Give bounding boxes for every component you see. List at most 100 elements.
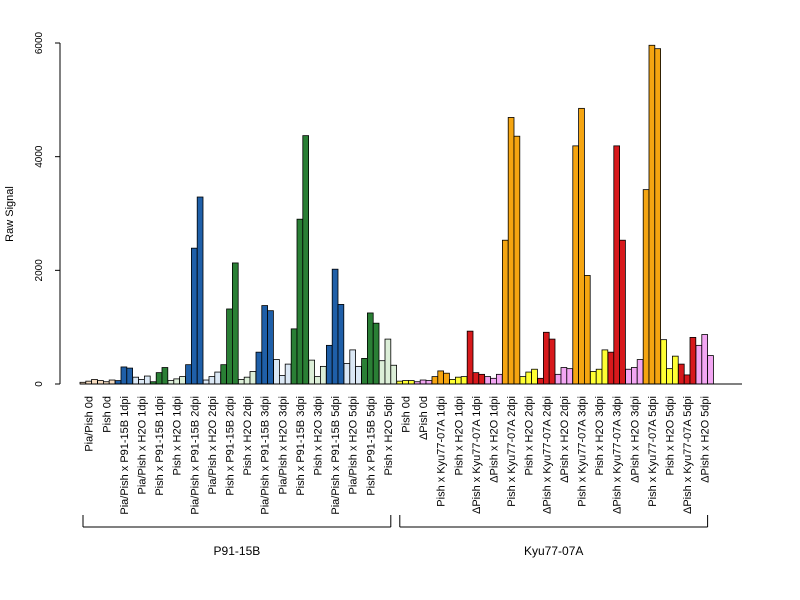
bar bbox=[173, 378, 181, 385]
bar bbox=[273, 359, 280, 385]
y-tick-label: 2000 bbox=[34, 259, 45, 282]
bar bbox=[314, 376, 321, 385]
category-label: Pish x H2O 2dpi bbox=[242, 396, 254, 475]
x-tick-labels: Pia/Pish 0d Pish 0d Pia/Pish x P91-15B 1dp… bbox=[84, 396, 712, 515]
bar bbox=[284, 363, 292, 385]
bar bbox=[278, 375, 286, 385]
bar bbox=[319, 365, 327, 385]
bar bbox=[366, 312, 374, 385]
category-label: Pish x P91-15B 1dpi bbox=[154, 396, 166, 496]
category-label: ΔPish 0d bbox=[418, 396, 430, 440]
category-label: Pia/Pish x P91-15B 2dpi bbox=[189, 396, 201, 515]
bar bbox=[495, 373, 503, 385]
category-label: ΔPish x H2O 3dpi bbox=[629, 396, 641, 483]
category-label: Pish x Kyu77-07A 3dpi bbox=[577, 396, 589, 507]
bars bbox=[79, 44, 714, 385]
bar bbox=[231, 262, 239, 385]
bar bbox=[683, 374, 691, 385]
category-label: Pish x H2O 3dpi bbox=[313, 396, 325, 475]
bar bbox=[460, 376, 468, 385]
bar bbox=[566, 368, 573, 385]
bar bbox=[220, 364, 228, 385]
category-label: ΔPish x Kyu77-07A 2dpi bbox=[541, 396, 553, 514]
bar bbox=[196, 196, 204, 385]
bar bbox=[267, 310, 274, 385]
bar bbox=[190, 247, 198, 385]
bar bbox=[337, 304, 345, 385]
bar bbox=[202, 379, 210, 385]
y-tick-label: 4000 bbox=[34, 145, 45, 168]
bar bbox=[454, 376, 462, 385]
bar bbox=[507, 117, 515, 385]
category-label: Pia/Pish x H2O 2dpi bbox=[207, 396, 219, 494]
bar bbox=[525, 371, 532, 385]
group-label: P91-15B bbox=[214, 544, 261, 558]
bar bbox=[707, 355, 714, 385]
bar bbox=[501, 239, 509, 385]
bar bbox=[689, 336, 697, 385]
bar bbox=[302, 135, 309, 385]
bar bbox=[437, 370, 444, 385]
bar bbox=[325, 344, 333, 385]
bar bbox=[261, 305, 268, 385]
bar bbox=[138, 379, 145, 385]
bar bbox=[402, 380, 409, 385]
category-label: Pish 0d bbox=[101, 396, 113, 433]
bar bbox=[519, 376, 527, 385]
category-label: Pish 0d bbox=[401, 396, 413, 433]
bar bbox=[114, 380, 122, 385]
bar bbox=[443, 372, 450, 385]
bar bbox=[255, 351, 263, 385]
bar bbox=[548, 338, 556, 385]
bar bbox=[108, 379, 116, 385]
bar bbox=[584, 275, 591, 385]
bar bbox=[590, 371, 597, 385]
bar bbox=[472, 372, 480, 385]
category-label: ΔPish x Kyu77-07A 5dpi bbox=[682, 396, 694, 514]
bar bbox=[642, 189, 650, 385]
bar bbox=[513, 135, 521, 385]
bar bbox=[237, 379, 245, 385]
category-label: Pia/Pish x P91-15B 1dpi bbox=[119, 396, 131, 515]
category-label: Pia/Pish 0d bbox=[84, 396, 96, 452]
bar bbox=[543, 331, 550, 385]
category-label: Pish x H2O 2dpi bbox=[524, 396, 536, 475]
bar bbox=[296, 218, 304, 385]
bar bbox=[601, 349, 609, 385]
y-axis: 0 2000 4000 6000 bbox=[34, 31, 61, 387]
bar bbox=[372, 322, 380, 385]
category-label: Pia/Pish x H2O 5dpi bbox=[348, 396, 360, 494]
bar bbox=[648, 44, 656, 385]
category-label: ΔPish x H2O 1dpi bbox=[489, 396, 501, 483]
bar bbox=[390, 364, 397, 385]
bar bbox=[654, 48, 661, 385]
bar bbox=[290, 328, 298, 385]
bar bbox=[425, 380, 433, 385]
category-label: Pish x Kyu77-07A 2dpi bbox=[506, 396, 518, 507]
category-label: Pish x H2O 5dpi bbox=[665, 396, 677, 475]
category-label: Pia/Pish x P91-15B 5dpi bbox=[330, 396, 342, 515]
bar bbox=[120, 366, 128, 385]
bar bbox=[355, 365, 362, 385]
bar bbox=[214, 371, 222, 385]
bar bbox=[631, 367, 638, 385]
bar bbox=[308, 359, 315, 385]
bar bbox=[97, 380, 104, 385]
category-label: Pish x P91-15B 3dpi bbox=[295, 396, 307, 496]
bar bbox=[537, 377, 544, 385]
bar bbox=[185, 364, 192, 385]
bar bbox=[349, 349, 356, 385]
bar bbox=[343, 363, 351, 385]
bar bbox=[431, 376, 439, 385]
bar bbox=[560, 367, 568, 385]
bar bbox=[126, 367, 134, 385]
category-label: ΔPish x Kyu77-07A 3dpi bbox=[612, 396, 624, 514]
bar bbox=[484, 376, 491, 385]
bar bbox=[695, 344, 703, 385]
bar bbox=[243, 376, 251, 385]
bar bbox=[701, 334, 708, 385]
category-label: Pish x P91-15B 2dpi bbox=[225, 396, 237, 496]
category-label: Pia/Pish x H2O 1dpi bbox=[137, 396, 149, 494]
bar bbox=[672, 355, 679, 385]
